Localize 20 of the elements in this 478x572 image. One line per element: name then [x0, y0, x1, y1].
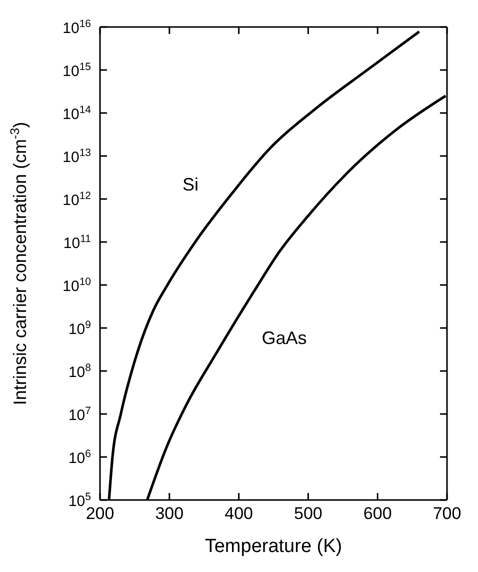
x-tick-label: 200 — [86, 504, 114, 523]
y-tick-label: 10$^{12}$ — [62, 190, 92, 209]
series-label: GaAs — [262, 328, 307, 348]
y-tick-label: 10$^{11}$ — [63, 233, 92, 252]
y-tick-label: 10$^{14}$ — [62, 104, 92, 123]
x-tick-label: 500 — [294, 504, 322, 523]
y-tick-label: 10$^{13}$ — [62, 147, 92, 166]
x-tick-label: 400 — [224, 504, 253, 523]
y-tick-label: 10$^{6}$ — [68, 448, 92, 467]
y-tick-label: 10$^{15}$ — [62, 61, 92, 80]
y-tick-label: 10$^{10}$ — [62, 276, 92, 295]
y-tick-label: 10$^{16}$ — [62, 18, 92, 37]
y-tick-label: 10$^{7}$ — [68, 405, 92, 424]
x-tick-label: 600 — [363, 504, 392, 523]
y-tick-label: 10$^{8}$ — [68, 362, 92, 381]
y-tick-label: 10$^{9}$ — [68, 319, 92, 338]
x-tick-label: 300 — [155, 504, 184, 523]
x-axis-title: Temperature (K) — [204, 536, 342, 557]
series-label: Si — [182, 174, 199, 195]
x-tick-label: 700 — [432, 504, 462, 523]
